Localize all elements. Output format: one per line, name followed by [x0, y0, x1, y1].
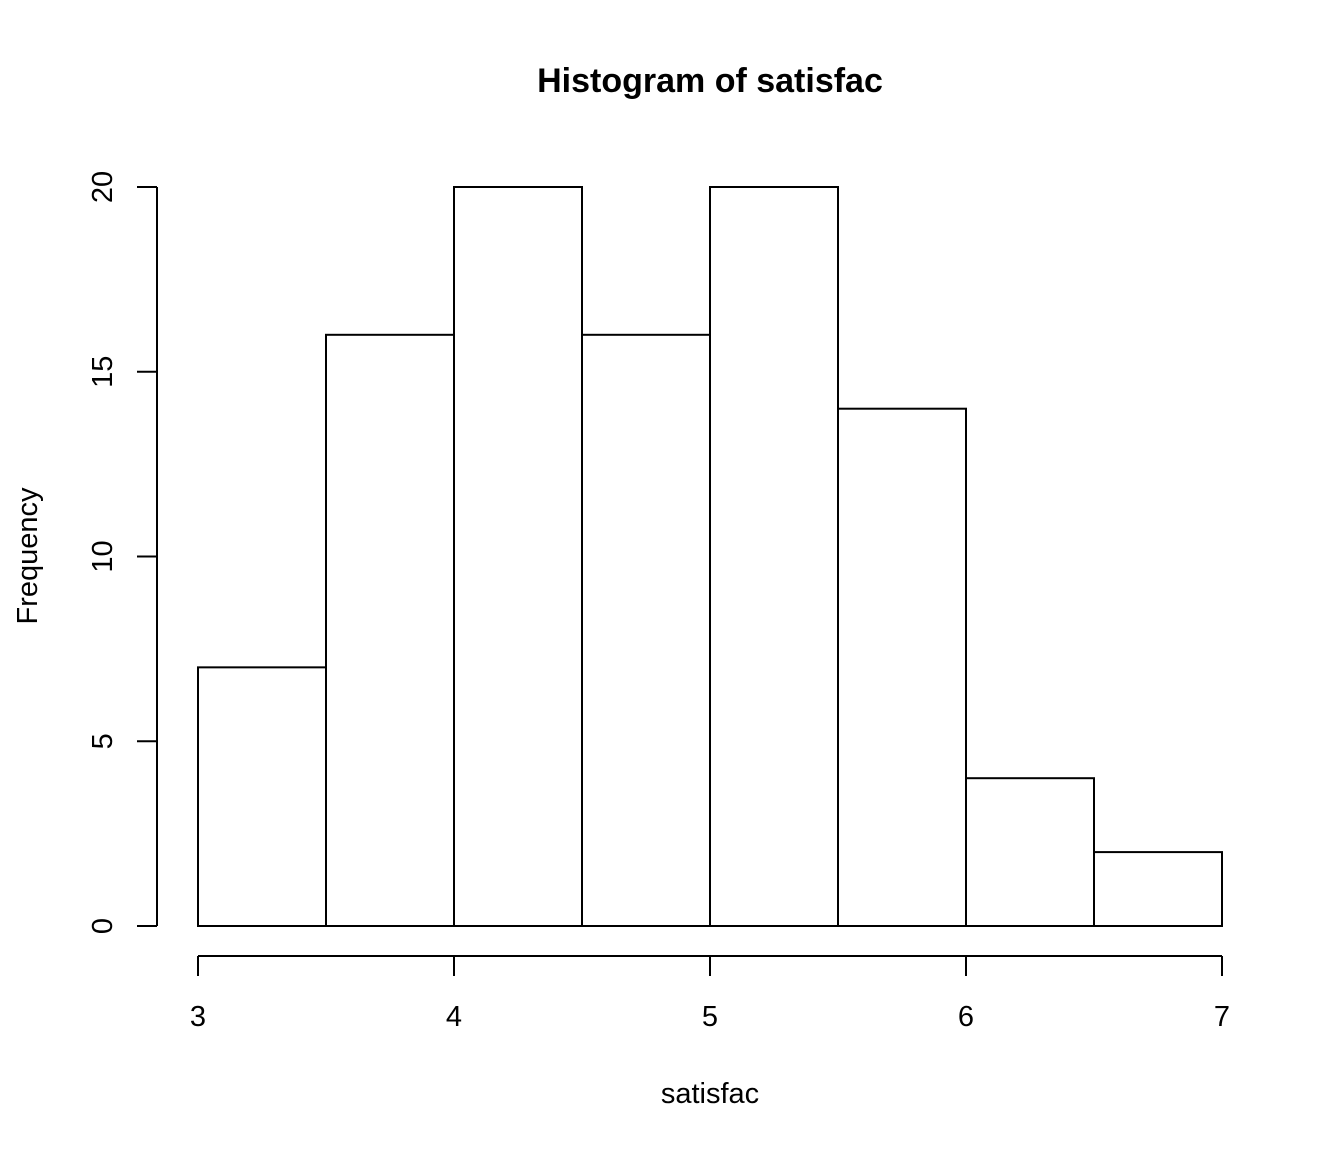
y-tick-label: 5: [87, 733, 119, 749]
histogram-bar: [325, 333, 455, 927]
x-axis: 3 4 5 6 7: [190, 955, 1230, 1033]
histogram-bar: [197, 666, 327, 927]
x-tick-label: 5: [702, 1001, 718, 1033]
histogram-bar: [453, 186, 583, 927]
y-axis: 0 5 10 15 20: [87, 171, 158, 934]
y-axis-label: Frequency: [12, 487, 44, 625]
y-tick-label: 20: [87, 171, 119, 203]
bars-group: [197, 186, 1223, 928]
x-tick-label: 7: [1214, 1001, 1230, 1033]
chart-title: Histogram of satisfac: [537, 62, 883, 100]
y-tick-label: 0: [87, 918, 119, 934]
histogram-bar: [581, 333, 711, 927]
histogram-bar: [709, 186, 839, 927]
histogram-bar: [1093, 851, 1223, 927]
histogram-bar: [837, 407, 967, 927]
x-tick-label: 4: [446, 1001, 462, 1033]
x-tick-label: 3: [190, 1001, 206, 1033]
y-tick-label: 15: [87, 356, 119, 388]
y-tick-label: 10: [87, 540, 119, 572]
x-axis-label: satisfac: [661, 1078, 759, 1110]
x-tick-label: 6: [958, 1001, 974, 1033]
histogram-bar: [965, 777, 1095, 928]
